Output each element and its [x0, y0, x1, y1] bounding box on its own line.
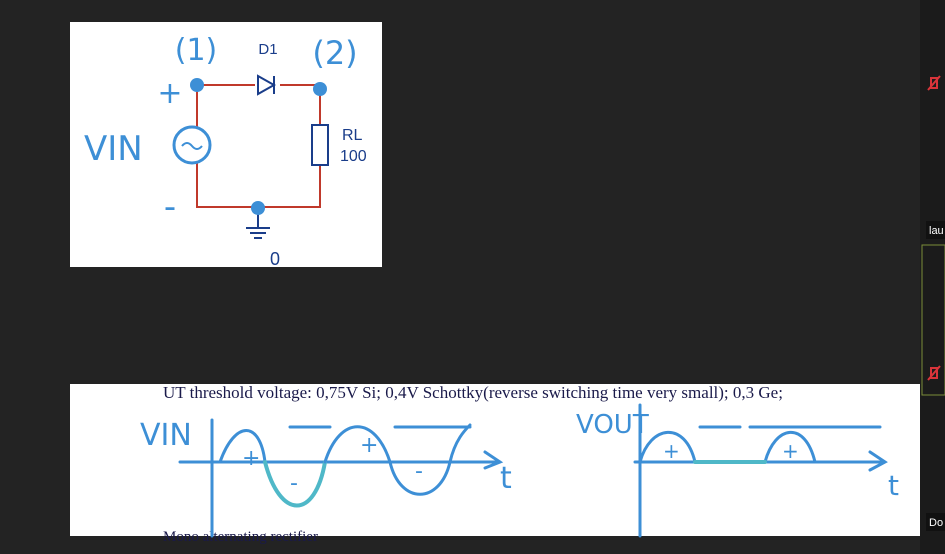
wires — [196, 84, 321, 208]
mic-muted[interactable] — [927, 75, 941, 91]
diode-symbol — [257, 74, 277, 96]
output-sign: + — [663, 439, 680, 463]
output-sign: + — [782, 439, 799, 463]
minus-sign: - — [164, 187, 176, 227]
input-wave — [288, 423, 472, 496]
active-speaker-frame — [921, 244, 945, 396]
diode-label: D1 — [258, 41, 277, 58]
input-axes — [178, 418, 504, 538]
input-label: VIN — [140, 418, 192, 453]
resistor-label: RL — [342, 127, 363, 144]
participant-name[interactable]: Do — [929, 517, 943, 529]
time-axis: t — [888, 469, 899, 502]
input-sign: - — [415, 459, 423, 484]
node — [313, 82, 327, 96]
output-wave — [638, 425, 882, 464]
output-label: VOUT — [576, 410, 649, 440]
ground-symbol — [246, 208, 270, 239]
resistance-label: 100 — [340, 148, 367, 165]
notes: UT threshold voltage: 0,75V Si; 0,4V Sch… — [140, 383, 899, 545]
node-label: (1) — [175, 33, 218, 68]
ground-label: 0 — [270, 249, 280, 269]
threshold-text: UT threshold voltage: 0,75V Si; 0,4V Sch… — [163, 383, 783, 402]
plus-sign: + — [157, 76, 182, 111]
caption-text: Mono alternating rectifier — [163, 529, 318, 545]
source-wave — [181, 142, 203, 150]
source-symbol — [172, 125, 212, 165]
node — [190, 78, 204, 92]
sidebar — [920, 0, 945, 554]
input-sign: - — [290, 471, 298, 496]
resistor-symbol — [311, 124, 329, 166]
source-label: VIN — [84, 129, 143, 169]
input-sign: + — [242, 446, 260, 471]
input-sign: + — [360, 433, 378, 458]
input-wave — [218, 429, 267, 464]
name-tag — [926, 513, 945, 531]
name-tag — [926, 221, 945, 239]
input-wave — [263, 460, 327, 508]
participant-name[interactable]: lau — [929, 225, 944, 237]
circuit: (1) D1 (2) + - VIN RL 100 0 — [84, 33, 367, 269]
node — [251, 201, 265, 215]
circuit-panel — [70, 22, 382, 267]
mic-muted[interactable] — [927, 365, 941, 381]
node-label: (2) — [312, 34, 357, 72]
time-axis: t — [500, 461, 512, 496]
